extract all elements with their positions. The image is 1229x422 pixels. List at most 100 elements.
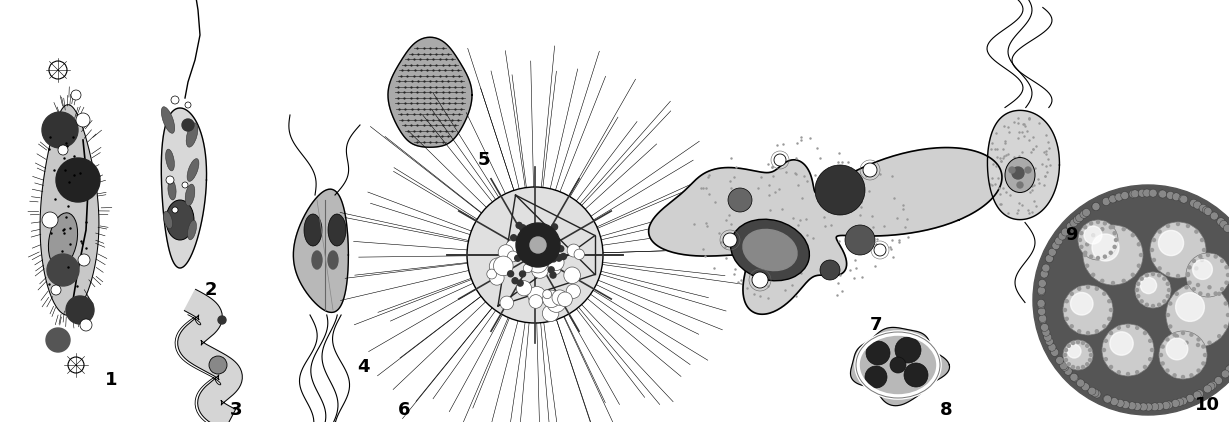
Circle shape bbox=[1104, 255, 1106, 258]
Circle shape bbox=[1127, 325, 1129, 327]
Ellipse shape bbox=[744, 230, 798, 271]
Circle shape bbox=[77, 254, 90, 266]
Circle shape bbox=[1063, 354, 1067, 357]
Circle shape bbox=[1163, 277, 1166, 280]
Circle shape bbox=[1186, 273, 1190, 276]
Circle shape bbox=[1052, 241, 1059, 249]
Circle shape bbox=[874, 244, 886, 256]
Circle shape bbox=[558, 292, 573, 307]
Circle shape bbox=[1185, 341, 1188, 344]
Circle shape bbox=[1082, 341, 1084, 344]
Circle shape bbox=[1214, 292, 1217, 295]
Circle shape bbox=[728, 188, 752, 212]
Circle shape bbox=[71, 90, 81, 100]
Circle shape bbox=[1063, 340, 1093, 370]
Ellipse shape bbox=[166, 149, 175, 171]
Circle shape bbox=[1174, 333, 1176, 336]
Circle shape bbox=[1197, 344, 1200, 346]
Circle shape bbox=[1204, 208, 1212, 215]
Circle shape bbox=[1201, 258, 1203, 262]
Circle shape bbox=[1192, 260, 1196, 262]
Circle shape bbox=[1089, 358, 1091, 362]
Circle shape bbox=[1166, 295, 1169, 298]
Circle shape bbox=[1072, 365, 1074, 368]
Circle shape bbox=[895, 337, 921, 363]
Circle shape bbox=[1067, 362, 1070, 366]
Circle shape bbox=[1117, 371, 1121, 373]
Circle shape bbox=[1037, 308, 1046, 316]
Circle shape bbox=[1061, 363, 1069, 371]
Circle shape bbox=[489, 271, 504, 285]
Circle shape bbox=[1176, 292, 1204, 322]
Circle shape bbox=[1070, 325, 1073, 328]
Circle shape bbox=[865, 366, 887, 388]
Circle shape bbox=[68, 357, 84, 373]
Circle shape bbox=[527, 287, 546, 304]
Circle shape bbox=[1149, 339, 1152, 342]
Ellipse shape bbox=[166, 200, 194, 240]
Circle shape bbox=[1025, 167, 1031, 173]
Circle shape bbox=[1102, 325, 1106, 328]
Ellipse shape bbox=[168, 180, 176, 200]
Circle shape bbox=[1214, 255, 1217, 258]
Circle shape bbox=[1037, 287, 1046, 295]
Circle shape bbox=[1084, 226, 1086, 229]
Circle shape bbox=[890, 357, 906, 373]
Text: 7: 7 bbox=[870, 316, 882, 334]
Circle shape bbox=[1208, 286, 1211, 289]
Circle shape bbox=[1018, 182, 1023, 188]
Circle shape bbox=[1169, 302, 1171, 305]
Circle shape bbox=[520, 271, 526, 277]
Circle shape bbox=[508, 271, 514, 277]
Circle shape bbox=[1107, 300, 1111, 303]
Circle shape bbox=[752, 272, 768, 288]
Ellipse shape bbox=[328, 251, 338, 269]
Circle shape bbox=[548, 254, 564, 271]
Circle shape bbox=[1091, 389, 1099, 397]
Circle shape bbox=[1111, 225, 1115, 228]
Polygon shape bbox=[294, 189, 348, 312]
Circle shape bbox=[1084, 226, 1102, 244]
Circle shape bbox=[1172, 193, 1180, 201]
Circle shape bbox=[500, 296, 514, 310]
Circle shape bbox=[1175, 292, 1179, 295]
Text: 9: 9 bbox=[1066, 226, 1078, 244]
Circle shape bbox=[520, 225, 526, 231]
Circle shape bbox=[564, 267, 580, 284]
Circle shape bbox=[1078, 330, 1080, 333]
Circle shape bbox=[1070, 374, 1079, 382]
Circle shape bbox=[1009, 167, 1015, 173]
Circle shape bbox=[1139, 403, 1148, 411]
Circle shape bbox=[171, 96, 179, 104]
Circle shape bbox=[1202, 206, 1211, 214]
Circle shape bbox=[1193, 201, 1202, 209]
Circle shape bbox=[905, 363, 928, 387]
Circle shape bbox=[1166, 283, 1229, 347]
Circle shape bbox=[1176, 398, 1184, 406]
Text: 1: 1 bbox=[104, 371, 118, 389]
Circle shape bbox=[1132, 234, 1134, 237]
Circle shape bbox=[1139, 254, 1143, 257]
Circle shape bbox=[1193, 391, 1201, 399]
Circle shape bbox=[1091, 234, 1095, 237]
Circle shape bbox=[1143, 189, 1150, 197]
Circle shape bbox=[1067, 222, 1074, 230]
Circle shape bbox=[45, 328, 70, 352]
Polygon shape bbox=[388, 37, 472, 147]
Circle shape bbox=[1192, 288, 1196, 291]
Circle shape bbox=[1145, 274, 1148, 277]
Polygon shape bbox=[178, 289, 242, 422]
Circle shape bbox=[1048, 248, 1056, 256]
Circle shape bbox=[551, 272, 556, 278]
Circle shape bbox=[1186, 253, 1229, 297]
Circle shape bbox=[1166, 273, 1170, 276]
Circle shape bbox=[1066, 317, 1068, 320]
Circle shape bbox=[50, 285, 61, 295]
Circle shape bbox=[1176, 222, 1180, 225]
Circle shape bbox=[552, 290, 568, 305]
Circle shape bbox=[1159, 230, 1184, 256]
Circle shape bbox=[1214, 376, 1223, 384]
Circle shape bbox=[1095, 287, 1099, 290]
Circle shape bbox=[1227, 273, 1229, 276]
Circle shape bbox=[172, 207, 178, 213]
